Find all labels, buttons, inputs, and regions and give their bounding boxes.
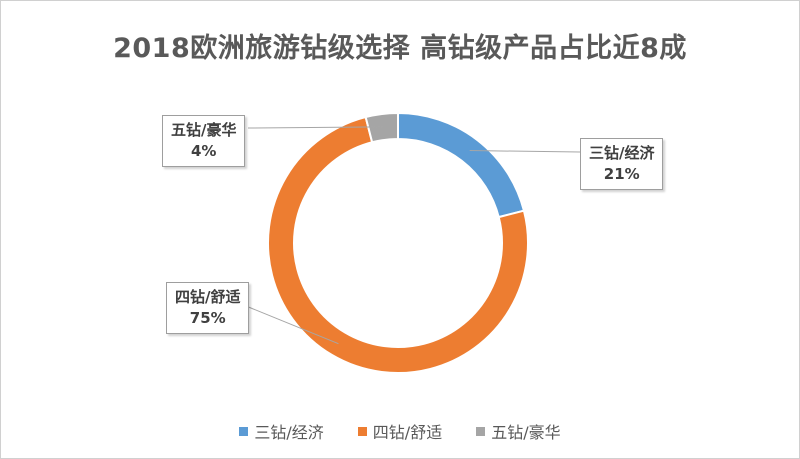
data-label-category: 三钻/经济 bbox=[589, 144, 655, 162]
legend-item-five-diamond: 五钻/豪华 bbox=[476, 419, 561, 443]
leader-line bbox=[247, 126, 384, 129]
data-label-category: 五钻/豪华 bbox=[171, 121, 237, 139]
chart-title: 2018欧洲旅游钻级选择 高钻级产品占比近8成 bbox=[113, 33, 687, 64]
legend-swatch bbox=[357, 426, 367, 436]
legend-item-three-diamond: 三钻/经济 bbox=[239, 419, 324, 443]
legend-label: 四钻/舒适 bbox=[372, 423, 443, 442]
legend-swatch bbox=[239, 426, 249, 436]
slice-five-diamond bbox=[364, 111, 399, 144]
data-label-value: 75% bbox=[189, 309, 226, 327]
leader-line bbox=[469, 150, 581, 153]
legend-label: 五钻/豪华 bbox=[491, 423, 561, 442]
data-label-category: 四钻/舒适 bbox=[175, 288, 241, 306]
legend-item-four-diamond: 四钻/舒适 bbox=[357, 419, 443, 443]
slice-three-diamond bbox=[397, 111, 526, 219]
data-label-four-diamond: 四钻/舒适 75% bbox=[166, 282, 250, 334]
data-label-value: 4% bbox=[191, 142, 217, 160]
slice-four-diamond bbox=[267, 115, 529, 374]
legend-swatch bbox=[476, 426, 486, 436]
data-label-five-diamond: 五钻/豪华 4% bbox=[162, 115, 246, 167]
chart-legend: 三钻/经济 四钻/舒适 五钻/豪华 bbox=[0, 419, 800, 443]
legend-label: 三钻/经济 bbox=[254, 423, 324, 442]
data-label-three-diamond: 三钻/经济 21% bbox=[580, 138, 664, 190]
leader-line bbox=[245, 305, 339, 345]
data-label-value: 21% bbox=[603, 165, 640, 183]
